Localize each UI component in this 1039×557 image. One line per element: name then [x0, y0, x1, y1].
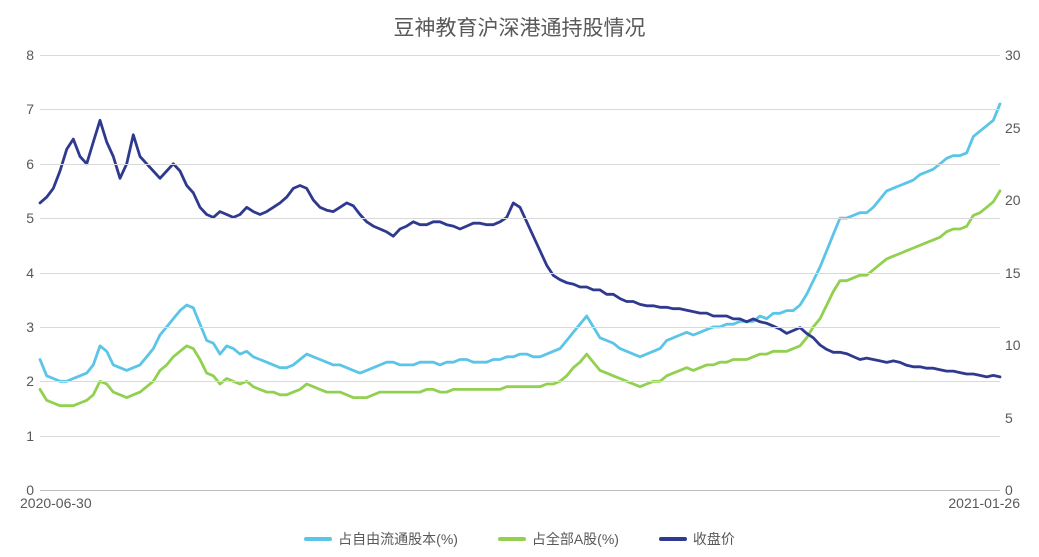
legend-item-close-price: 收盘价 — [659, 529, 735, 549]
y-right-tick-label: 20 — [1005, 192, 1035, 208]
grid-line — [40, 109, 1000, 110]
y-left-tick-label: 8 — [4, 47, 34, 63]
legend-label: 占全部A股(%) — [532, 529, 619, 549]
grid-line — [40, 436, 1000, 437]
chart-container: 豆神教育沪深港通持股情况 占自由流通股本(%) 占全部A股(%) 收盘价 012… — [0, 0, 1039, 557]
x-start-label: 2020-06-30 — [20, 495, 92, 511]
y-left-tick-label: 2 — [4, 373, 34, 389]
legend: 占自由流通股本(%) 占全部A股(%) 收盘价 — [0, 528, 1039, 549]
grid-line — [40, 273, 1000, 274]
legend-label: 收盘价 — [693, 529, 735, 549]
y-left-tick-label: 1 — [4, 428, 34, 444]
legend-swatch — [304, 537, 332, 541]
grid-line — [40, 327, 1000, 328]
grid-line — [40, 164, 1000, 165]
legend-item-free-float: 占自由流通股本(%) — [304, 529, 458, 549]
y-left-tick-label: 6 — [4, 156, 34, 172]
y-right-tick-label: 10 — [1005, 337, 1035, 353]
grid-line — [40, 55, 1000, 56]
legend-label: 占自由流通股本(%) — [338, 529, 458, 549]
plot-area — [40, 55, 1000, 491]
y-right-tick-label: 25 — [1005, 120, 1035, 136]
series-line — [40, 104, 1000, 381]
legend-swatch — [659, 537, 687, 541]
chart-title: 豆神教育沪深港通持股情况 — [0, 12, 1039, 42]
y-left-tick-label: 7 — [4, 101, 34, 117]
legend-item-all-a: 占全部A股(%) — [498, 529, 619, 549]
series-line — [40, 191, 1000, 406]
y-right-tick-label: 15 — [1005, 265, 1035, 281]
grid-line — [40, 381, 1000, 382]
y-left-tick-label: 5 — [4, 210, 34, 226]
series-line — [40, 120, 1000, 377]
y-right-tick-label: 5 — [1005, 410, 1035, 426]
x-end-label: 2021-01-26 — [948, 495, 1020, 511]
y-left-tick-label: 4 — [4, 265, 34, 281]
grid-line — [40, 218, 1000, 219]
y-right-tick-label: 30 — [1005, 47, 1035, 63]
y-left-tick-label: 3 — [4, 319, 34, 335]
legend-swatch — [498, 537, 526, 541]
